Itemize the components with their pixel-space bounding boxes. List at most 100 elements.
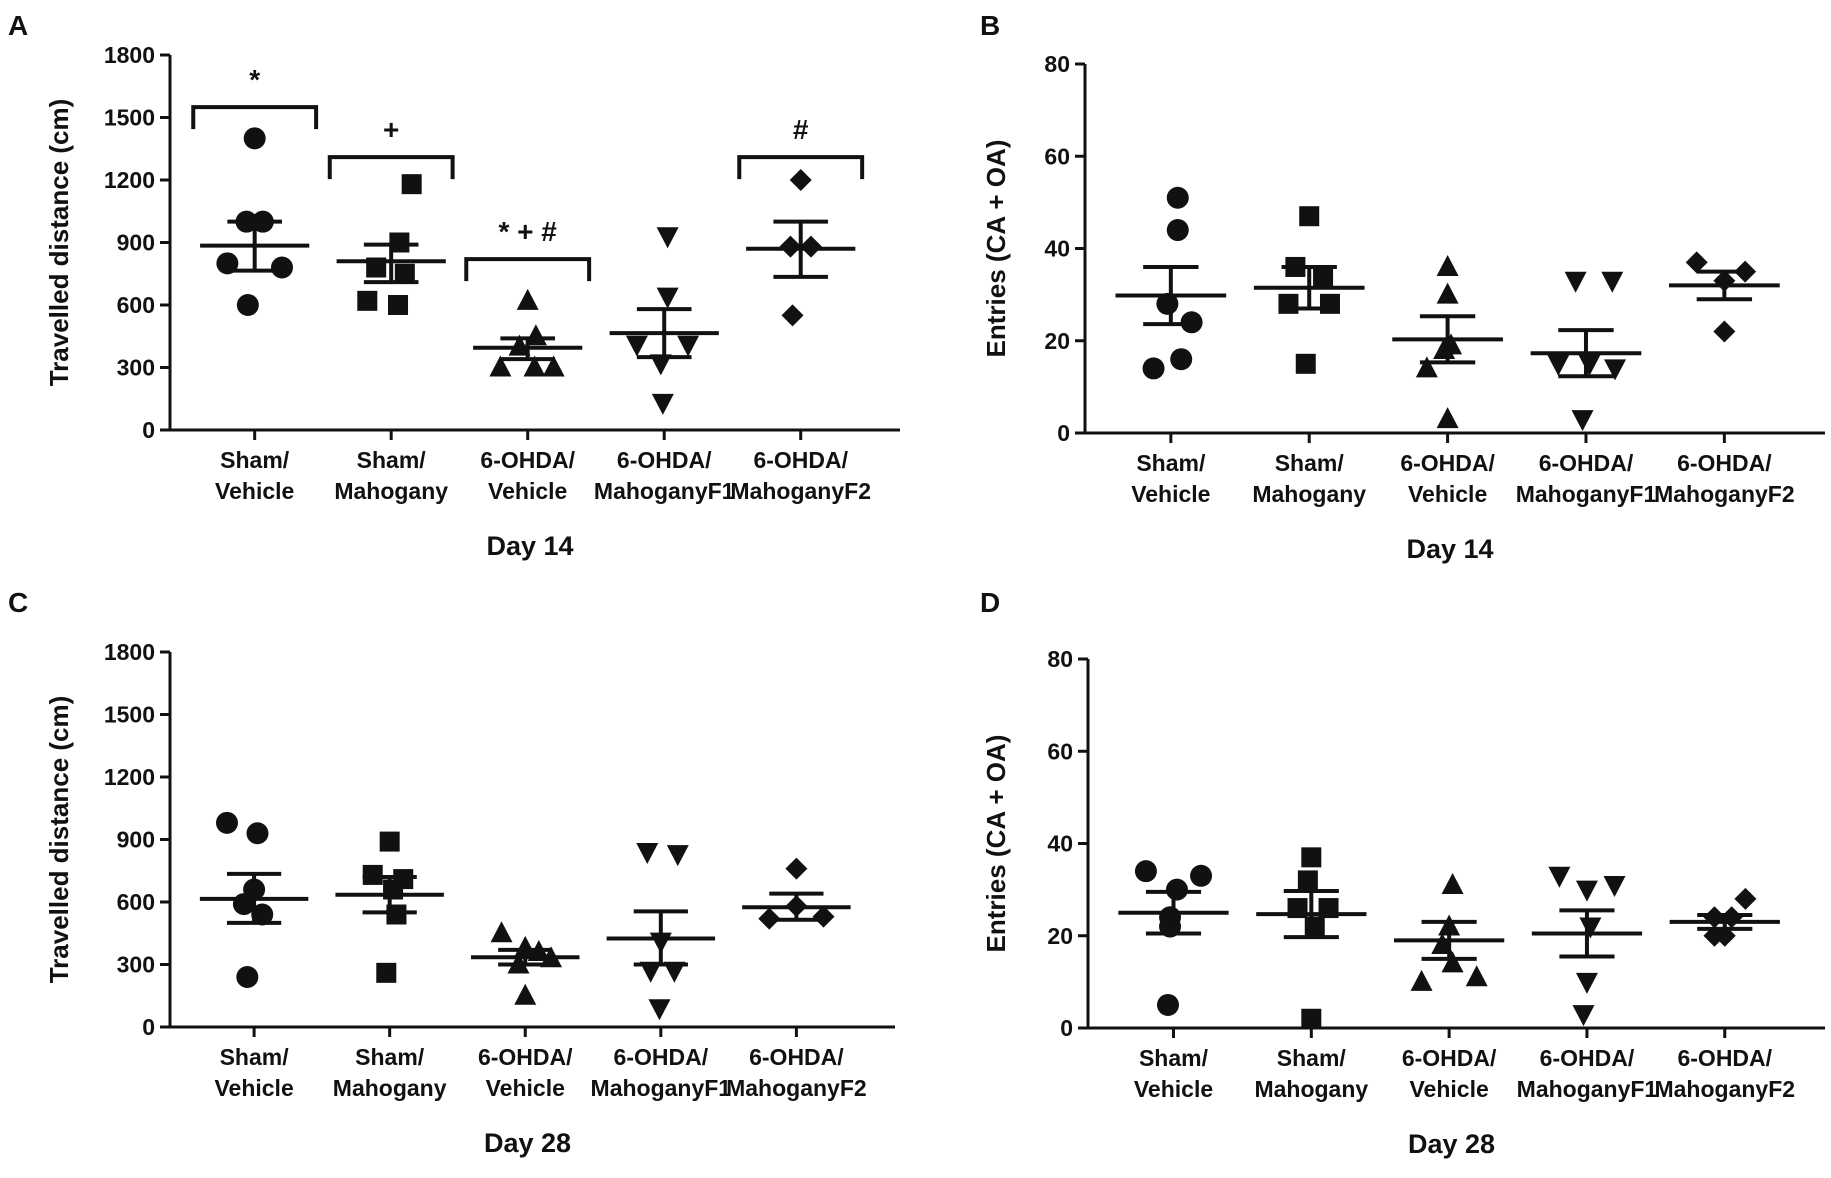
data-point [1299, 206, 1320, 227]
data-point [1301, 1008, 1322, 1029]
category-label: 6-OHDA/MahoganyF2 [730, 447, 871, 504]
category-label-line: MahoganyF1 [591, 1075, 732, 1101]
y-tick-label: 900 [117, 230, 155, 256]
data-group [200, 127, 310, 316]
data-group [606, 843, 716, 1021]
data-point [1166, 219, 1189, 242]
significance-bracket [191, 105, 319, 130]
data-point [625, 335, 648, 357]
category-label-line: 6-OHDA/ [1402, 1045, 1497, 1071]
data-point [799, 235, 822, 258]
category-label: 6-OHDA/MahoganyF2 [726, 1044, 867, 1101]
data-point [666, 845, 689, 867]
data-group [1669, 251, 1780, 343]
data-point [1433, 337, 1456, 359]
y-tick-label: 900 [117, 827, 155, 853]
category-label: 6-OHDA/Vehicle [480, 447, 575, 504]
category-label-line: Vehicle [486, 1075, 565, 1101]
category-label-line: 6-OHDA/ [749, 1044, 844, 1070]
data-point [1319, 293, 1340, 314]
y-tick-label: 300 [117, 355, 155, 381]
x-axis-title: Day 14 [1406, 534, 1493, 564]
category-label: 6-OHDA/Vehicle [478, 1044, 573, 1101]
data-group [473, 288, 583, 377]
data-group [1669, 887, 1780, 947]
category-label-line: MahoganyF2 [730, 478, 871, 504]
data-point [1685, 251, 1708, 274]
x-axis-title: Day 28 [484, 1128, 571, 1158]
significance-bracket [327, 155, 455, 180]
category-label-line: Vehicle [215, 478, 294, 504]
category-label-line: Mahogany [1252, 481, 1366, 507]
data-point [1441, 873, 1464, 895]
data-point [1304, 916, 1325, 937]
category-label-line: MahoganyF1 [1517, 1076, 1658, 1102]
y-tick-label: 300 [117, 952, 155, 978]
x-axis-title: Day 28 [1408, 1129, 1495, 1159]
category-label: Sham/Mahogany [1252, 450, 1366, 507]
data-point [1156, 292, 1179, 315]
category-label-line: 6-OHDA/ [1400, 450, 1495, 476]
data-point [1604, 359, 1627, 381]
category-label-line: Sham/ [357, 447, 427, 473]
data-group [335, 831, 444, 983]
category-label-line: Vehicle [1409, 1076, 1488, 1102]
category-label-line: Sham/ [220, 447, 290, 473]
data-point [1415, 356, 1438, 378]
data-point [1410, 969, 1433, 991]
category-label-line: Mahogany [333, 1075, 447, 1101]
y-tick-label: 1500 [104, 702, 155, 728]
data-point [649, 354, 672, 376]
category-label-line: Sham/ [1275, 450, 1345, 476]
data-group [336, 174, 446, 315]
data-point [639, 961, 662, 983]
data-point [1295, 353, 1316, 374]
data-point [789, 169, 812, 191]
category-label-line: MahoganyF1 [1516, 481, 1657, 507]
category-label-line: 6-OHDA/ [1540, 1045, 1635, 1071]
data-point [781, 304, 804, 327]
data-point [516, 288, 539, 310]
data-point [656, 227, 679, 249]
data-point [1579, 917, 1602, 939]
y-tick-label: 40 [1044, 236, 1070, 262]
category-label: 6-OHDA/MahoganyF1 [1517, 1045, 1658, 1102]
category-label-line: 6-OHDA/ [617, 447, 712, 473]
y-tick-label: 1500 [104, 105, 155, 131]
category-label-line: 6-OHDA/ [753, 447, 848, 473]
data-group [1530, 271, 1642, 432]
data-point [1441, 951, 1464, 973]
category-label-line: Vehicle [1134, 1076, 1213, 1102]
data-group [199, 811, 309, 988]
y-axis-label: Entries (CA + OA) [981, 140, 1011, 358]
data-point [1571, 410, 1594, 432]
category-label-line: Mahogany [334, 478, 448, 504]
y-axis-label: Travelled distance (cm) [44, 99, 74, 387]
category-label-line: Mahogany [1254, 1076, 1368, 1102]
data-point [779, 235, 802, 258]
category-label-line: 6-OHDA/ [1539, 450, 1634, 476]
data-point [1547, 354, 1570, 376]
data-point [636, 843, 659, 864]
x-axis-title: Day 14 [486, 531, 573, 561]
y-tick-label: 600 [117, 889, 155, 915]
y-tick-label: 0 [142, 1014, 155, 1040]
data-point [1603, 876, 1626, 898]
y-axis-label: Travelled distance (cm) [44, 696, 74, 984]
data-point [1165, 878, 1188, 901]
data-group [746, 169, 856, 327]
data-point [362, 864, 383, 885]
data-point [1142, 357, 1165, 380]
y-tick-label: 600 [117, 292, 155, 318]
data-point [251, 903, 274, 926]
data-point [1170, 348, 1193, 371]
y-tick-label: 20 [1047, 923, 1073, 949]
data-point [1564, 271, 1587, 293]
category-label: 6-OHDA/MahoganyF1 [591, 1044, 732, 1101]
category-label: 6-OHDA/MahoganyF1 [594, 447, 735, 504]
data-point [514, 983, 537, 1005]
data-point [376, 962, 397, 983]
data-point [542, 355, 565, 377]
category-label: Sham/Vehicle [214, 1044, 293, 1101]
